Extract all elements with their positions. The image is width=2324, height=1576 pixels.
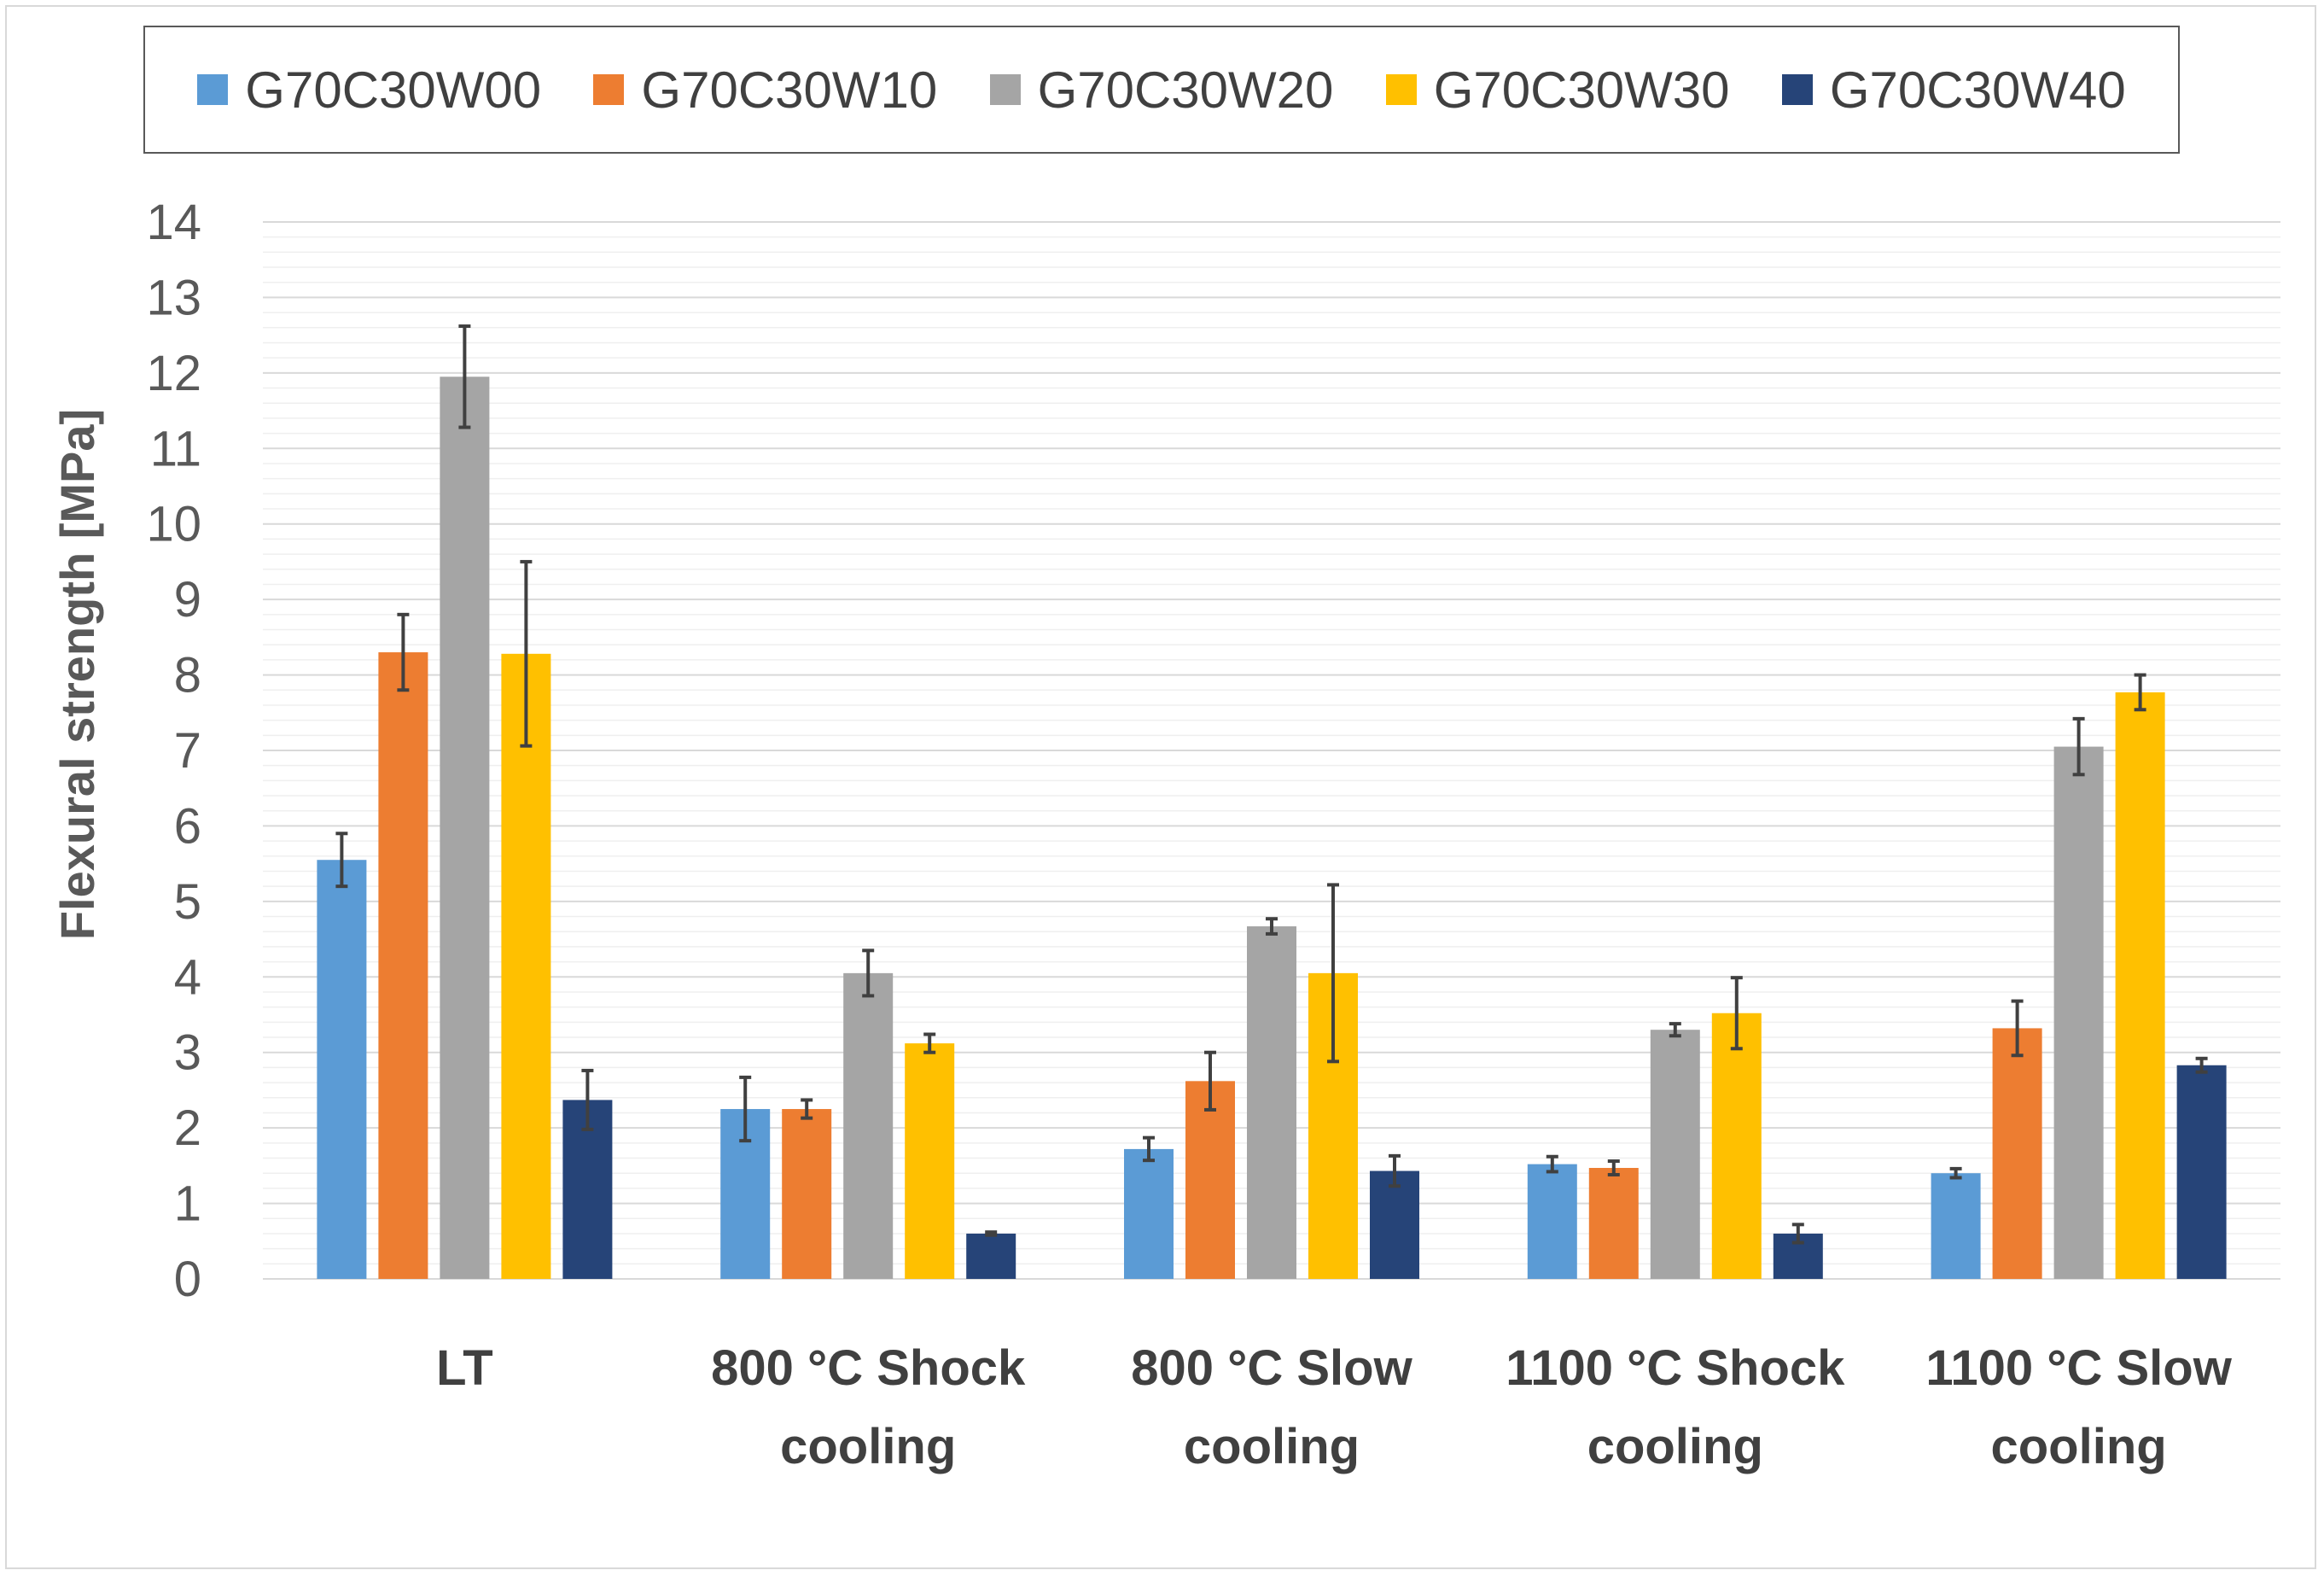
legend-swatch-g70c30w10 — [593, 74, 625, 105]
legend-label-g70c30w00: G70C30W00 — [245, 61, 542, 119]
bar-g70c30w30-0 — [501, 653, 551, 1279]
error-bar — [1791, 1223, 1804, 1245]
error-bar — [801, 1098, 813, 1120]
error-bar — [520, 559, 533, 748]
error-bar — [739, 1075, 752, 1143]
y-axis-title: Flexural strength [MPa] — [50, 409, 104, 940]
bar-g70c30w20-2 — [1247, 926, 1296, 1279]
legend: G70C30W00 G70C30W10 G70C30W20 G70C30W30 … — [143, 26, 2180, 154]
error-bar — [1266, 917, 1278, 936]
error-bar — [2011, 999, 2024, 1058]
bar-g70c30w20-4 — [2053, 746, 2104, 1279]
legend-swatch-g70c30w30 — [1385, 74, 1417, 105]
bar-g70c30w40-1 — [966, 1233, 1016, 1279]
legend-label-g70c30w20: G70C30W20 — [1037, 61, 1334, 119]
error-bar — [1730, 976, 1743, 1051]
legend-swatch-g70c30w20 — [989, 74, 1021, 105]
legend-label-g70c30w30: G70C30W30 — [1433, 61, 1730, 119]
error-bar — [581, 1068, 594, 1131]
bars — [317, 376, 2227, 1279]
legend-swatch-g70c30w40 — [1781, 74, 1813, 105]
legend-label-g70c30w40: G70C30W40 — [1829, 61, 2126, 119]
bar-g70c30w20-3 — [1650, 1030, 1700, 1279]
bar-g70c30w10-1 — [782, 1109, 832, 1279]
bar-g70c30w00-3 — [1527, 1164, 1577, 1279]
bar-g70c30w10-0 — [378, 652, 428, 1279]
error-bar — [2195, 1056, 2208, 1074]
x-tick-label: 800 °C Slow cooling — [1131, 1340, 1412, 1474]
error-bar — [458, 324, 471, 429]
bar-g70c30w30-1 — [905, 1043, 955, 1279]
y-tick-label: 6 — [174, 798, 201, 854]
y-tick-label: 14 — [146, 195, 201, 250]
y-tick-label: 0 — [174, 1252, 201, 1307]
bar-g70c30w10-2 — [1185, 1081, 1235, 1279]
error-bars — [335, 324, 2208, 1245]
error-bar — [1327, 883, 1339, 1064]
x-tick-label: 800 °C Shock cooling — [711, 1340, 1026, 1474]
y-tick-label: 8 — [174, 648, 201, 703]
error-bar — [1607, 1159, 1620, 1176]
bar-g70c30w40-4 — [2176, 1065, 2227, 1279]
bar-g70c30w40-2 — [1370, 1170, 1419, 1279]
bar-g70c30w10-3 — [1588, 1168, 1639, 1279]
bar-g70c30w00-2 — [1124, 1148, 1174, 1279]
y-tick-label: 10 — [146, 497, 201, 552]
x-tick-labels: LT 800 °C Shock cooling 800 °C Slow cooling 1… — [436, 1340, 2233, 1474]
bar-g70c30w00-4 — [1931, 1173, 1981, 1279]
y-tick-label: 12 — [146, 346, 201, 401]
error-bar — [335, 832, 348, 889]
bar-g70c30w00-0 — [317, 860, 367, 1279]
legend-item-g70c30w40: G70C30W40 — [1781, 61, 2126, 120]
y-tick-label: 13 — [146, 270, 201, 325]
legend-item-g70c30w00: G70C30W00 — [197, 61, 541, 120]
error-bar — [985, 1230, 998, 1237]
error-bar — [1669, 1022, 1681, 1038]
legend-swatch-g70c30w00 — [197, 74, 229, 105]
bar-g70c30w20-1 — [843, 972, 894, 1279]
y-tick-label: 7 — [174, 723, 201, 779]
legend-item-g70c30w20: G70C30W20 — [989, 61, 1334, 120]
error-bar — [1949, 1166, 1962, 1180]
error-bar — [1143, 1135, 1155, 1163]
error-bar — [2072, 716, 2085, 777]
x-tick-label: LT — [436, 1340, 493, 1396]
y-tick-label: 2 — [174, 1100, 201, 1156]
error-bar — [1389, 1153, 1401, 1188]
y-tick-label: 3 — [174, 1025, 201, 1081]
bar-g70c30w30-3 — [1711, 1013, 1762, 1279]
y-tick-label: 4 — [174, 949, 201, 1005]
y-tick-label: 1 — [174, 1176, 201, 1232]
bar-g70c30w30-4 — [2115, 692, 2165, 1279]
legend-item-g70c30w10: G70C30W10 — [593, 61, 937, 120]
error-bar — [923, 1032, 936, 1054]
error-bar — [862, 949, 875, 998]
bar-g70c30w20-0 — [440, 376, 490, 1279]
error-bar — [2134, 673, 2146, 712]
y-tick-label: 5 — [174, 874, 201, 930]
legend-label-g70c30w10: G70C30W10 — [641, 61, 938, 119]
error-bar — [1204, 1050, 1216, 1112]
x-tick-label: 1100 °C Slow cooling — [1925, 1340, 2232, 1474]
error-bar — [1546, 1154, 1558, 1174]
legend-item-g70c30w30: G70C30W30 — [1385, 61, 1730, 120]
y-tick-label: 11 — [150, 421, 201, 476]
x-tick-label: 1100 °C Shock cooling — [1506, 1340, 1845, 1474]
y-tick-label: 9 — [174, 572, 201, 627]
error-bar — [397, 612, 410, 692]
bar-g70c30w10-4 — [1992, 1028, 2042, 1279]
